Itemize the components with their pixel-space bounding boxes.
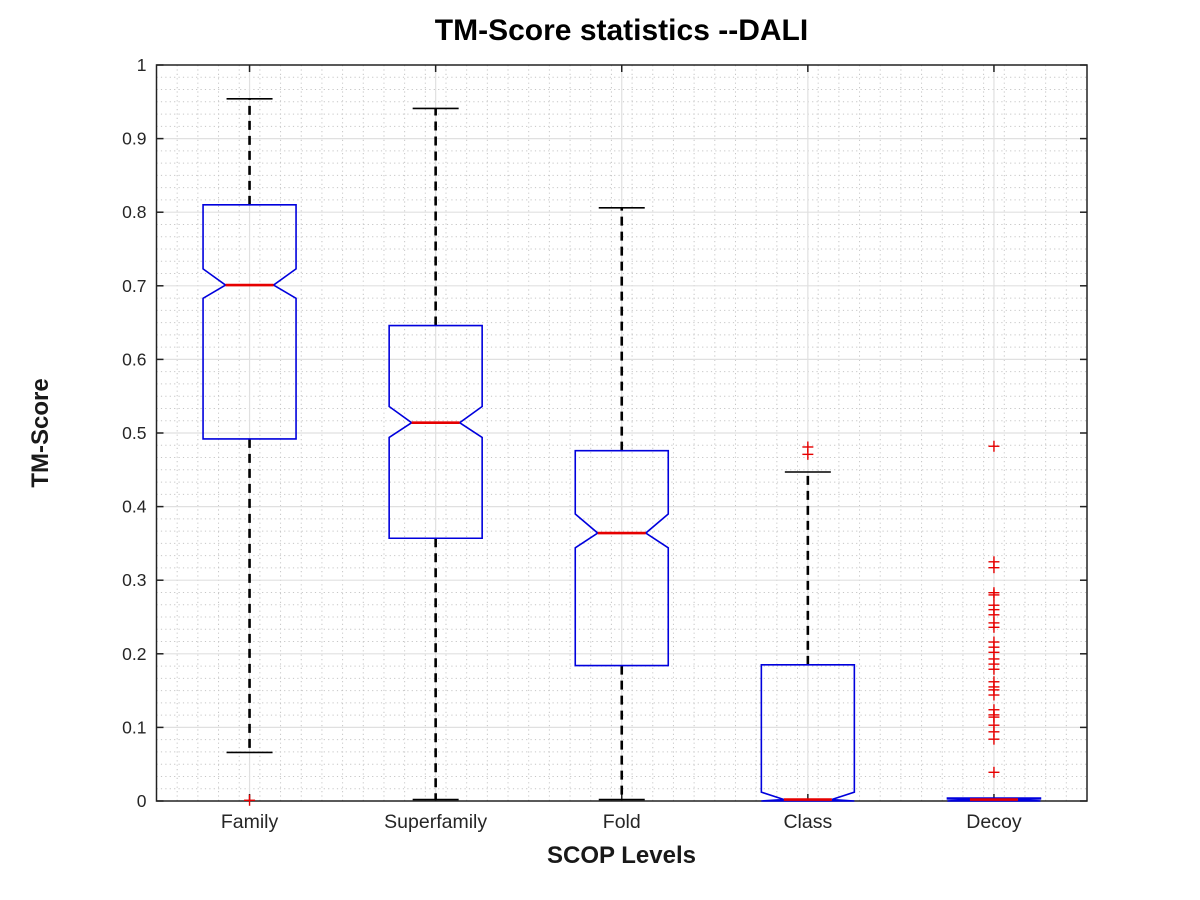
y-tick-label: 0.9 — [122, 129, 146, 149]
x-tick-labels: Family Superfamily Fold Class Decoy — [221, 811, 1022, 833]
y-tick-label: 0 — [137, 791, 147, 811]
boxplot-fold — [574, 206, 670, 801]
y-tick-label: 0.1 — [122, 717, 146, 737]
y-tick-label: 1 — [137, 55, 147, 75]
x-tick-label: Superfamily — [384, 811, 487, 833]
box-family — [202, 204, 297, 440]
outliers-class — [802, 441, 814, 460]
y-tick-label: 0.6 — [122, 349, 146, 369]
box-fold — [574, 449, 670, 667]
y-tick-label: 0.2 — [122, 644, 146, 664]
y-tick-label: 0.8 — [122, 202, 146, 222]
y-tick-label: 0.3 — [122, 570, 146, 590]
x-tick-label: Decoy — [966, 811, 1022, 833]
chart-title: TM-Score statistics --DALI — [434, 14, 809, 47]
outliers-decoy — [988, 440, 1000, 778]
y-tick-label: 0.4 — [122, 497, 147, 517]
boxplot-family — [202, 98, 297, 806]
outliers-family — [244, 794, 256, 806]
y-tick-label: 0.7 — [122, 276, 146, 296]
box-class — [760, 664, 856, 802]
y-tick-labels: 0 0.1 0.2 0.3 0.4 0.5 0.6 0.7 0.8 0.9 1 — [122, 55, 147, 811]
boxplot-decoy — [946, 440, 1042, 802]
grid-minor — [156, 65, 1087, 801]
boxplot-superfamily — [388, 107, 483, 801]
x-tick-label: Fold — [603, 811, 641, 833]
x-tick-label: Family — [221, 811, 279, 833]
boxplot-class — [760, 441, 856, 802]
box-superfamily — [388, 324, 483, 540]
x-tick-label: Class — [783, 811, 832, 833]
x-axis-label: SCOP Levels — [547, 842, 696, 869]
y-tick-label: 0.5 — [122, 423, 146, 443]
box-decoy — [946, 797, 1042, 802]
axis-frame — [155, 64, 1088, 802]
